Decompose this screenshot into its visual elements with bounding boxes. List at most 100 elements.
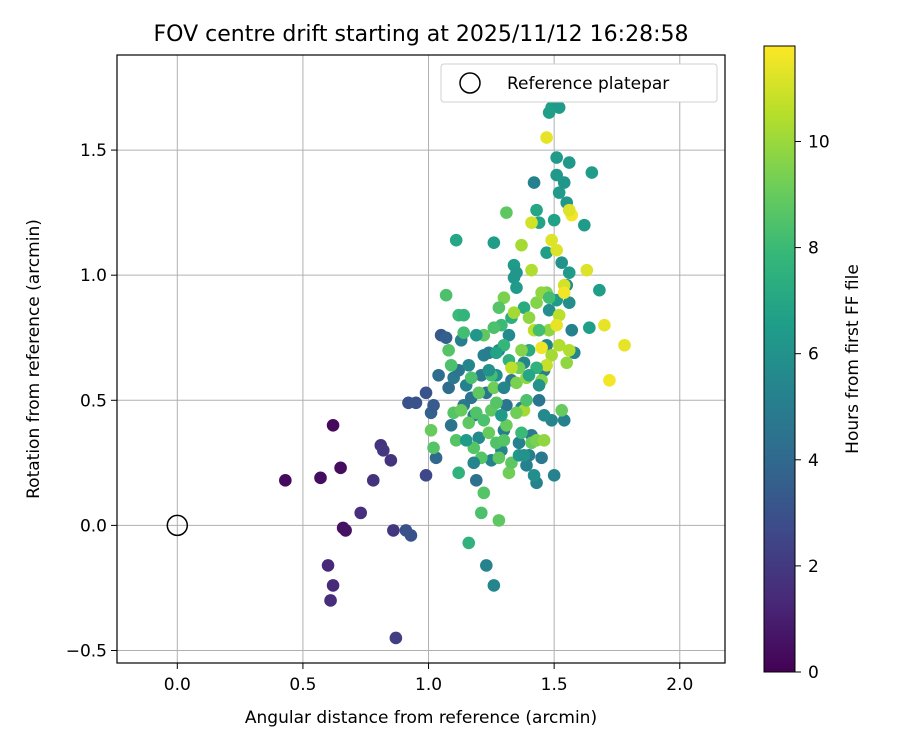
data-point — [552, 101, 566, 114]
data-point — [427, 441, 440, 455]
data-point — [377, 444, 390, 457]
data-point — [520, 459, 533, 472]
data-point — [497, 291, 511, 304]
data-point — [497, 434, 511, 447]
data-point — [540, 246, 553, 259]
x-tick-label: 0.5 — [289, 675, 316, 695]
data-point — [580, 263, 594, 277]
data-point — [562, 266, 576, 279]
data-point — [339, 524, 352, 537]
data-point — [532, 393, 546, 407]
x-tick-label: 2.0 — [666, 675, 693, 695]
data-point — [552, 308, 566, 322]
data-point — [502, 328, 516, 342]
data-point — [459, 434, 473, 447]
scatter-points — [279, 101, 631, 645]
data-point — [419, 469, 433, 482]
data-point — [404, 529, 418, 542]
data-point — [457, 308, 471, 322]
legend: Reference platepar — [440, 63, 718, 103]
colorbar-label: Hours from first FF file — [843, 264, 863, 454]
data-point — [409, 396, 423, 410]
y-tick-label: 0.5 — [80, 391, 107, 411]
data-point — [550, 168, 563, 182]
data-point — [462, 536, 476, 550]
data-point — [487, 579, 501, 592]
data-point — [510, 406, 523, 420]
data-point — [520, 393, 533, 407]
data-point — [477, 486, 491, 500]
data-point — [326, 419, 340, 432]
data-point — [279, 474, 292, 487]
data-point — [482, 426, 496, 440]
data-point — [562, 203, 576, 217]
data-point — [545, 233, 558, 247]
grid-lines — [117, 55, 725, 663]
data-point — [480, 559, 493, 572]
data-point — [442, 381, 455, 395]
data-point — [467, 456, 481, 470]
data-point — [452, 466, 465, 480]
data-point — [530, 296, 543, 310]
data-point — [507, 306, 521, 320]
data-point — [545, 348, 558, 362]
data-point — [449, 434, 463, 447]
data-point — [500, 206, 513, 219]
data-point — [449, 233, 463, 247]
data-point — [490, 346, 503, 360]
data-point — [510, 376, 523, 390]
colorbar-tick-label: 0 — [808, 663, 819, 683]
data-point — [454, 403, 468, 417]
data-point — [562, 156, 576, 169]
data-point — [429, 451, 443, 465]
data-point — [462, 358, 476, 372]
data-point — [439, 331, 453, 345]
data-point — [469, 474, 483, 487]
data-point — [530, 203, 543, 217]
data-point — [555, 256, 568, 269]
data-point — [457, 326, 471, 340]
data-point — [578, 218, 591, 232]
data-point — [547, 469, 561, 482]
data-point — [444, 358, 458, 372]
data-point — [557, 414, 571, 427]
data-point — [515, 343, 528, 357]
data-point — [542, 106, 556, 119]
data-point — [432, 368, 445, 382]
data-point — [517, 301, 531, 315]
data-point — [472, 386, 486, 400]
data-point — [598, 318, 611, 332]
data-point — [500, 419, 513, 432]
data-point — [477, 414, 491, 427]
data-point — [585, 166, 599, 179]
data-point — [326, 579, 340, 592]
data-point — [532, 378, 546, 392]
data-point — [550, 318, 563, 332]
data-point — [552, 338, 566, 352]
data-point — [444, 419, 458, 432]
data-point — [334, 461, 347, 475]
y-axis-label: Rotation from reference (arcmin) — [24, 219, 44, 499]
data-point — [555, 403, 568, 417]
data-point — [562, 343, 576, 357]
data-point — [500, 398, 513, 412]
data-point — [442, 343, 455, 357]
data-point — [389, 631, 403, 645]
data-point — [537, 408, 551, 422]
data-point — [492, 514, 506, 527]
y-tick-label: 1.5 — [80, 141, 107, 161]
data-point — [512, 436, 526, 450]
reference-marker — [166, 514, 189, 537]
data-point — [354, 506, 368, 520]
data-point — [321, 559, 335, 572]
data-point — [324, 594, 337, 607]
colorbar-tick-label: 2 — [808, 557, 819, 577]
data-point — [492, 451, 506, 465]
data-point — [560, 356, 574, 370]
colorbar — [763, 45, 796, 673]
data-point — [565, 323, 579, 337]
data-point — [469, 328, 483, 342]
data-point — [505, 361, 518, 375]
data-point — [583, 321, 596, 335]
